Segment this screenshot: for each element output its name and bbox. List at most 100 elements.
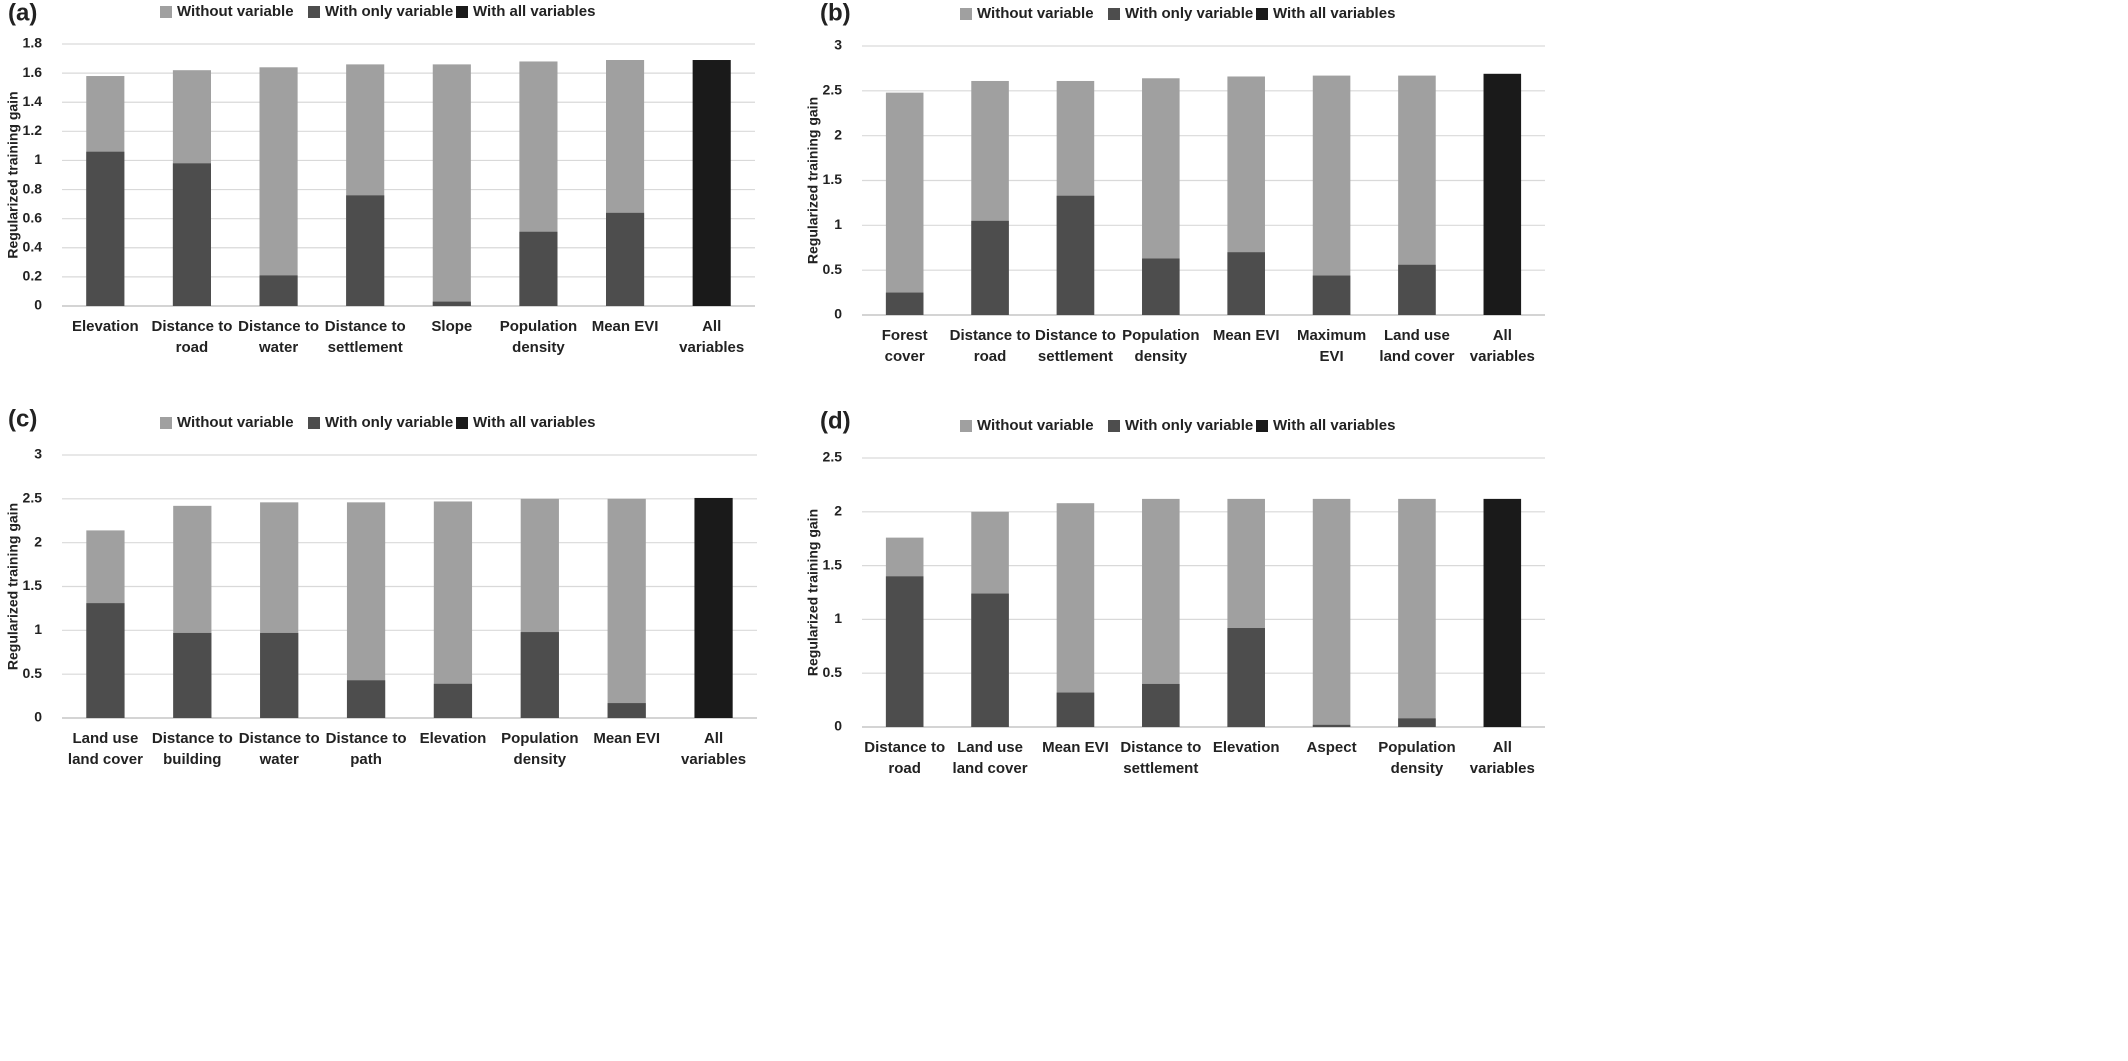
y-tick-label: 2 <box>834 126 842 142</box>
x-tick-label: All variables <box>681 730 747 768</box>
y-tick-label: 2 <box>834 503 842 519</box>
x-tick-label: All variables <box>679 318 745 356</box>
x-tick-label: Distance to settlement <box>1035 327 1116 365</box>
legend-swatch <box>456 6 468 18</box>
x-tick-label: Mean EVI <box>591 318 659 335</box>
bar <box>971 593 1009 727</box>
x-tick-label: Elevation <box>419 730 487 747</box>
y-tick-label: 1.5 <box>23 577 43 593</box>
bar <box>1398 498 1436 727</box>
bar <box>1483 498 1522 727</box>
legend-swatch <box>1256 420 1268 432</box>
bar <box>259 67 298 307</box>
bar <box>1398 264 1436 315</box>
legend-label: Without variable <box>177 3 294 20</box>
legend-label: With only variable <box>325 3 453 20</box>
y-tick-label: 0.4 <box>23 238 43 254</box>
y-tick-label: 0.5 <box>823 664 843 680</box>
y-tick-label: 3 <box>34 446 42 462</box>
y-tick-label: 1.5 <box>823 556 843 572</box>
bar <box>1142 258 1180 315</box>
panel-label: (b) <box>820 0 851 26</box>
x-tick-label: All variables <box>1469 327 1535 365</box>
y-tick-label: 2 <box>34 533 42 549</box>
legend-label: With all variables <box>473 3 595 20</box>
y-tick-label: 2.5 <box>23 490 43 506</box>
bar <box>1056 503 1095 727</box>
x-tick-label: Forest cover <box>881 327 928 365</box>
x-tick-label: Distance to path <box>325 730 407 768</box>
x-tick-label: All variables <box>1469 739 1535 777</box>
x-tick-label: Distance to settlement <box>324 318 406 356</box>
x-tick-label: Elevation <box>71 318 139 335</box>
y-tick-label: 0 <box>34 709 42 725</box>
bar <box>173 632 212 718</box>
y-tick-label: 3 <box>834 37 842 53</box>
bar <box>1483 73 1522 316</box>
x-tick-label: Population density <box>1378 739 1456 777</box>
legend-label: With all variables <box>1273 417 1395 434</box>
legend-swatch <box>960 8 972 20</box>
bar <box>1142 683 1180 727</box>
y-axis-label: Regularized training gain <box>805 97 821 264</box>
bar <box>607 703 646 718</box>
bar <box>1056 692 1095 727</box>
bar <box>519 231 558 306</box>
x-tick-label: Slope <box>431 318 473 335</box>
x-tick-label: Mean EVI <box>593 730 661 747</box>
bar <box>1227 252 1265 315</box>
bar <box>259 275 298 306</box>
bar <box>346 680 386 718</box>
x-tick-label: Mean EVI <box>1212 327 1280 344</box>
y-axis-label: Regularized training gain <box>5 503 21 670</box>
bar <box>971 220 1009 315</box>
x-tick-label: Distance to settlement <box>1120 739 1202 777</box>
x-tick-label: Maximum EVI <box>1296 327 1367 365</box>
y-tick-label: 1.2 <box>23 122 43 138</box>
bar <box>1312 75 1351 315</box>
legend-label: Without variable <box>177 414 294 431</box>
legend-label: With only variable <box>1125 5 1253 22</box>
y-tick-label: 1.4 <box>23 93 43 109</box>
x-tick-label: Distance to road <box>151 318 233 356</box>
legend-label: With only variable <box>325 414 453 431</box>
bar <box>86 151 125 306</box>
bar <box>1312 498 1351 727</box>
legend-label: With all variables <box>1273 5 1395 22</box>
y-tick-label: 0 <box>834 718 842 734</box>
bar <box>260 632 299 718</box>
y-tick-label: 0.5 <box>823 261 843 277</box>
bar <box>1312 724 1351 727</box>
x-tick-label: Population density <box>1122 327 1200 365</box>
legend-swatch <box>1108 8 1120 20</box>
x-tick-label: Aspect <box>1306 739 1357 756</box>
legend-label: With only variable <box>1125 417 1253 434</box>
y-tick-label: 0.8 <box>23 180 43 196</box>
bar <box>432 301 471 306</box>
y-axis-label: Regularized training gain <box>5 91 21 258</box>
panel-label: (d) <box>820 407 851 434</box>
panel-label: (a) <box>8 0 37 26</box>
bar <box>86 603 125 718</box>
legend-swatch <box>1256 8 1268 20</box>
y-tick-label: 0.6 <box>23 209 43 225</box>
bar <box>692 60 731 307</box>
y-tick-label: 1.6 <box>23 64 43 80</box>
x-tick-label: Land use land cover <box>67 730 143 768</box>
y-tick-label: 0.2 <box>23 268 43 284</box>
bar <box>433 501 473 718</box>
bar <box>606 212 645 306</box>
bar <box>885 292 924 315</box>
y-tick-label: 1 <box>34 621 42 637</box>
bar <box>885 92 924 315</box>
legend-label: With all variables <box>473 414 595 431</box>
y-tick-label: 0.5 <box>23 665 43 681</box>
x-tick-label: Land use land cover <box>1379 327 1455 365</box>
x-tick-label: Distance to building <box>151 730 233 768</box>
y-tick-label: 1 <box>834 610 842 626</box>
x-tick-label: Elevation <box>1212 739 1280 756</box>
legend-label: Without variable <box>977 5 1094 22</box>
bar <box>694 497 733 718</box>
bar <box>1398 718 1436 727</box>
